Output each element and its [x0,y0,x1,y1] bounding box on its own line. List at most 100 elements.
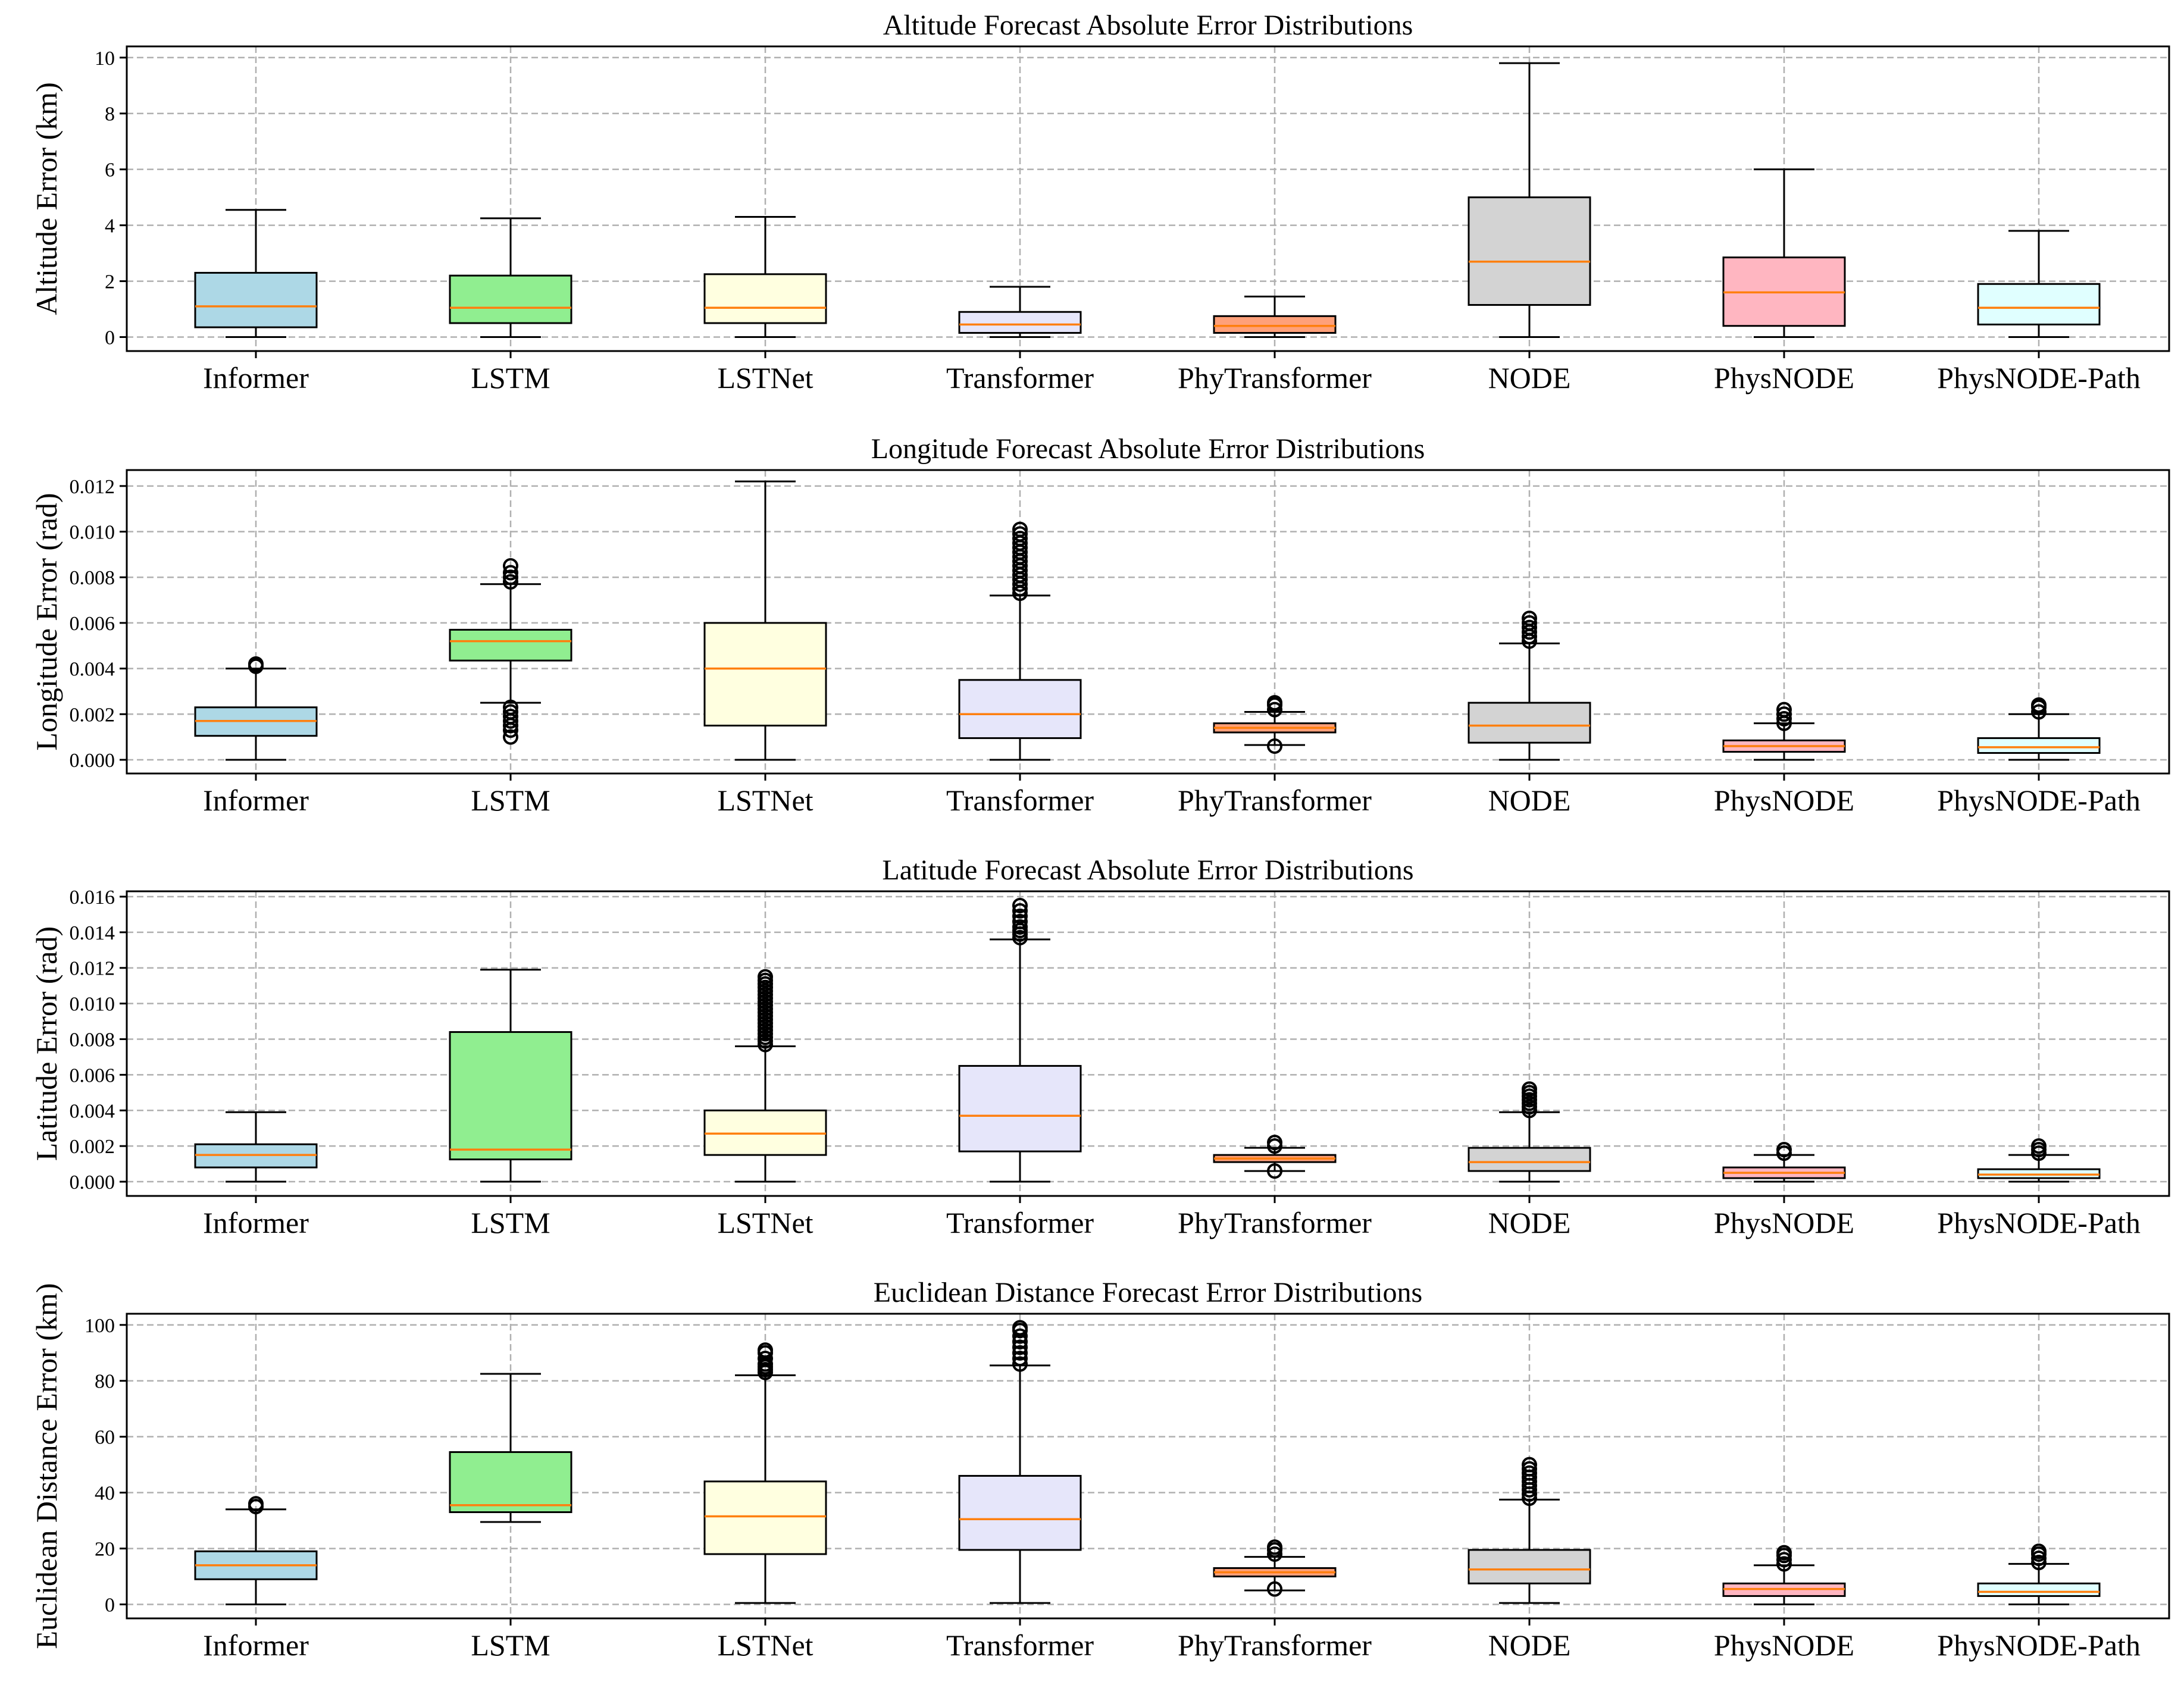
outlier-point [1012,1345,1028,1361]
outlier-point [1012,1356,1028,1372]
outlier-point [758,1351,773,1367]
outlier-point [1267,1581,1282,1597]
iqr-box [703,1480,827,1555]
box-lstm [449,1373,572,1523]
iqr-box [449,274,572,324]
outlier-point [1776,701,1792,718]
iqr-box [1468,1549,1591,1584]
outlier-point [1522,610,1537,627]
y-tick-label: 0.000 [70,1172,115,1194]
iqr-box [958,679,1082,740]
outlier-point [1012,521,1028,537]
box-transformer [958,1320,1082,1604]
x-tick-label: LSTNet [717,784,813,817]
x-tick-label: Informer [203,1629,309,1662]
y-axis-label: Longitude Error (rad) [30,493,63,750]
x-tick-label: PhysNODE [1714,361,1854,394]
x-tick-label: PhyTransformer [1178,361,1372,394]
box-physnode-path [1977,697,2101,761]
box-lstnet [703,480,827,761]
iqr-box [194,271,318,328]
box-lstnet [703,1342,827,1604]
outlier-point [1522,1461,1537,1477]
x-tick-label: NODE [1488,784,1571,817]
outlier-point [1776,706,1792,722]
box-phytransformer [1213,1539,1337,1597]
outlier-point [1267,1546,1282,1562]
iqr-box [449,1031,572,1161]
outlier-point [503,704,518,720]
panel-title: Altitude Forecast Absolute Error Distrib… [883,10,1413,41]
box-node [1468,610,1591,761]
outlier-point [1012,919,1028,935]
y-tick-label: 8 [105,104,115,126]
outlier-point [1012,913,1028,929]
outlier-point [1776,710,1792,726]
box-physnode [1722,701,1846,761]
iqr-box [1468,1147,1591,1172]
y-tick-label: 2 [105,271,115,293]
box-lstnet [703,216,827,339]
outlier-point [503,558,518,574]
outlier-point [503,699,518,715]
outlier-point [1012,903,1028,919]
outlier-point [1522,619,1537,635]
box-node [1468,1081,1591,1183]
box-lstnet [703,969,827,1183]
axes-frame [126,890,2170,1197]
outlier-point [2031,1555,2047,1571]
outlier-point [2031,697,2047,713]
box-node [1468,1457,1591,1604]
x-tick-label: NODE [1488,1206,1571,1239]
outlier-point [1267,695,1282,711]
y-tick-label: 0.004 [70,659,115,681]
box-physnode [1722,168,1846,339]
y-tick-label: 0.008 [70,567,115,589]
outlier-point [1267,1539,1282,1555]
iqr-box [1977,1582,2101,1597]
axes-frame [126,45,2170,352]
iqr-box [958,311,1082,334]
x-tick-label: PhyTransformer [1178,1206,1372,1239]
x-tick-label: PhysNODE-Path [1937,784,2141,817]
box-physnode-path [1977,230,2101,339]
panel-1: 0 2 4 6 8 10 Informer LSTM LSTNet Transformer PhyT… [30,10,2170,394]
x-tick-label: PhysNODE-Path [1937,1629,2141,1662]
y-tick-label: 40 [95,1483,115,1505]
iqr-box [703,273,827,324]
box-lstm [449,217,572,339]
box-phytransformer [1213,695,1337,754]
x-tick-label: Transformer [946,1206,1094,1239]
y-axis-label: Euclidean Distance Error (km) [30,1283,63,1649]
x-tick-label: NODE [1488,361,1571,394]
outlier-point [503,565,518,581]
panel-title: Euclidean Distance Forecast Error Distri… [874,1277,1422,1308]
box-transformer [958,897,1082,1183]
panel-2: 0.000 0.002 0.004 0.006 0.008 0.010 0.012 Infor… [30,433,2170,817]
outlier-point [1267,738,1282,754]
panel-title: Latitude Forecast Absolute Error Distrib… [882,854,1413,886]
axes-frame [126,469,2170,775]
x-tick-label: LSTM [471,361,550,394]
x-tick-label: LSTM [471,1629,550,1662]
iqr-box [958,1064,1082,1153]
box-phytransformer [1213,1135,1337,1179]
iqr-box [1468,196,1591,306]
y-tick-label: 0.002 [70,1136,115,1158]
panel-3: 0.000 0.002 0.004 0.006 0.008 0.010 0.012 0.014… [30,854,2170,1239]
y-tick-label: 0.014 [70,922,115,944]
y-tick-label: 0.006 [70,613,115,635]
x-tick-label: LSTNet [717,1629,813,1662]
outlier-point [2031,1138,2047,1154]
outlier-point [1012,1320,1028,1336]
box-phytransformer [1213,295,1337,339]
outlier-point [1522,1081,1537,1097]
outlier-point [1012,1351,1028,1367]
box-informer [194,656,318,761]
x-tick-label: PhysNODE-Path [1937,361,2141,394]
y-axis-label: Latitude Error (rad) [30,926,63,1161]
outlier-point [503,729,518,745]
y-tick-label: 0.012 [70,476,115,498]
